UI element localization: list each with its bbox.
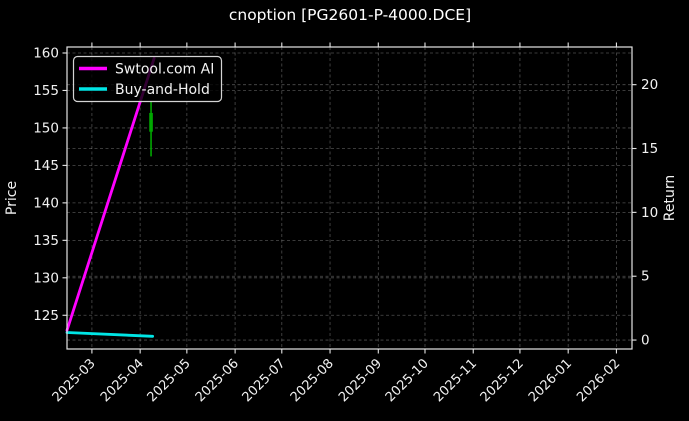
x-tick-label: 2025-05: [145, 356, 194, 405]
series-line-buy-and-hold: [65, 331, 155, 338]
y-tick-label-left: 150: [33, 120, 59, 136]
x-tick-label: 2025-03: [50, 356, 99, 405]
legend-box: [72, 55, 223, 103]
x-tick-label: 2025-07: [240, 356, 289, 405]
series-line-swtool-com-ai: [65, 56, 156, 332]
y-tick-label-left: 140: [33, 195, 59, 211]
y-tick-label-left: 145: [33, 158, 59, 174]
x-tick-label: 2025-08: [288, 356, 337, 405]
plot-border: [66, 46, 633, 350]
y-tick-label-left: 125: [33, 308, 59, 324]
y-tick-label-left: 160: [33, 45, 59, 61]
legend-label-0: Swtool.com AI: [115, 61, 214, 77]
y-tick-label-left: 130: [33, 270, 59, 286]
y-tick-label-left: 135: [33, 233, 59, 249]
y-tick-label-left: 155: [33, 83, 59, 99]
y-tick-label-right: 10: [641, 205, 658, 221]
price-axis-label: Price: [4, 181, 20, 215]
y-tick-label-right: 20: [641, 77, 658, 93]
return-axis-label: Return: [662, 175, 678, 221]
y-tick-label-right: 15: [641, 141, 658, 157]
chart-title: cnoption [PG2601-P-4000.DCE]: [228, 6, 472, 24]
y-tick-label-right: 5: [641, 269, 650, 285]
x-tick-label: 2025-12: [478, 356, 527, 405]
x-tick-label: 2025-06: [193, 356, 242, 405]
x-tick-label: 2025-04: [98, 356, 147, 405]
x-tick-label: 2025-09: [336, 356, 385, 405]
x-tick-label: 2025-11: [431, 356, 480, 405]
x-tick-label: 2026-02: [574, 356, 623, 405]
legend: Swtool.com AI Buy-and-Hold: [72, 55, 223, 103]
x-tick-label: 2026-01: [526, 356, 575, 405]
legend-label-1: Buy-and-Hold: [115, 82, 210, 98]
x-tick-label: 2025-10: [383, 356, 432, 405]
y-tick-label-right: 0: [641, 333, 650, 349]
